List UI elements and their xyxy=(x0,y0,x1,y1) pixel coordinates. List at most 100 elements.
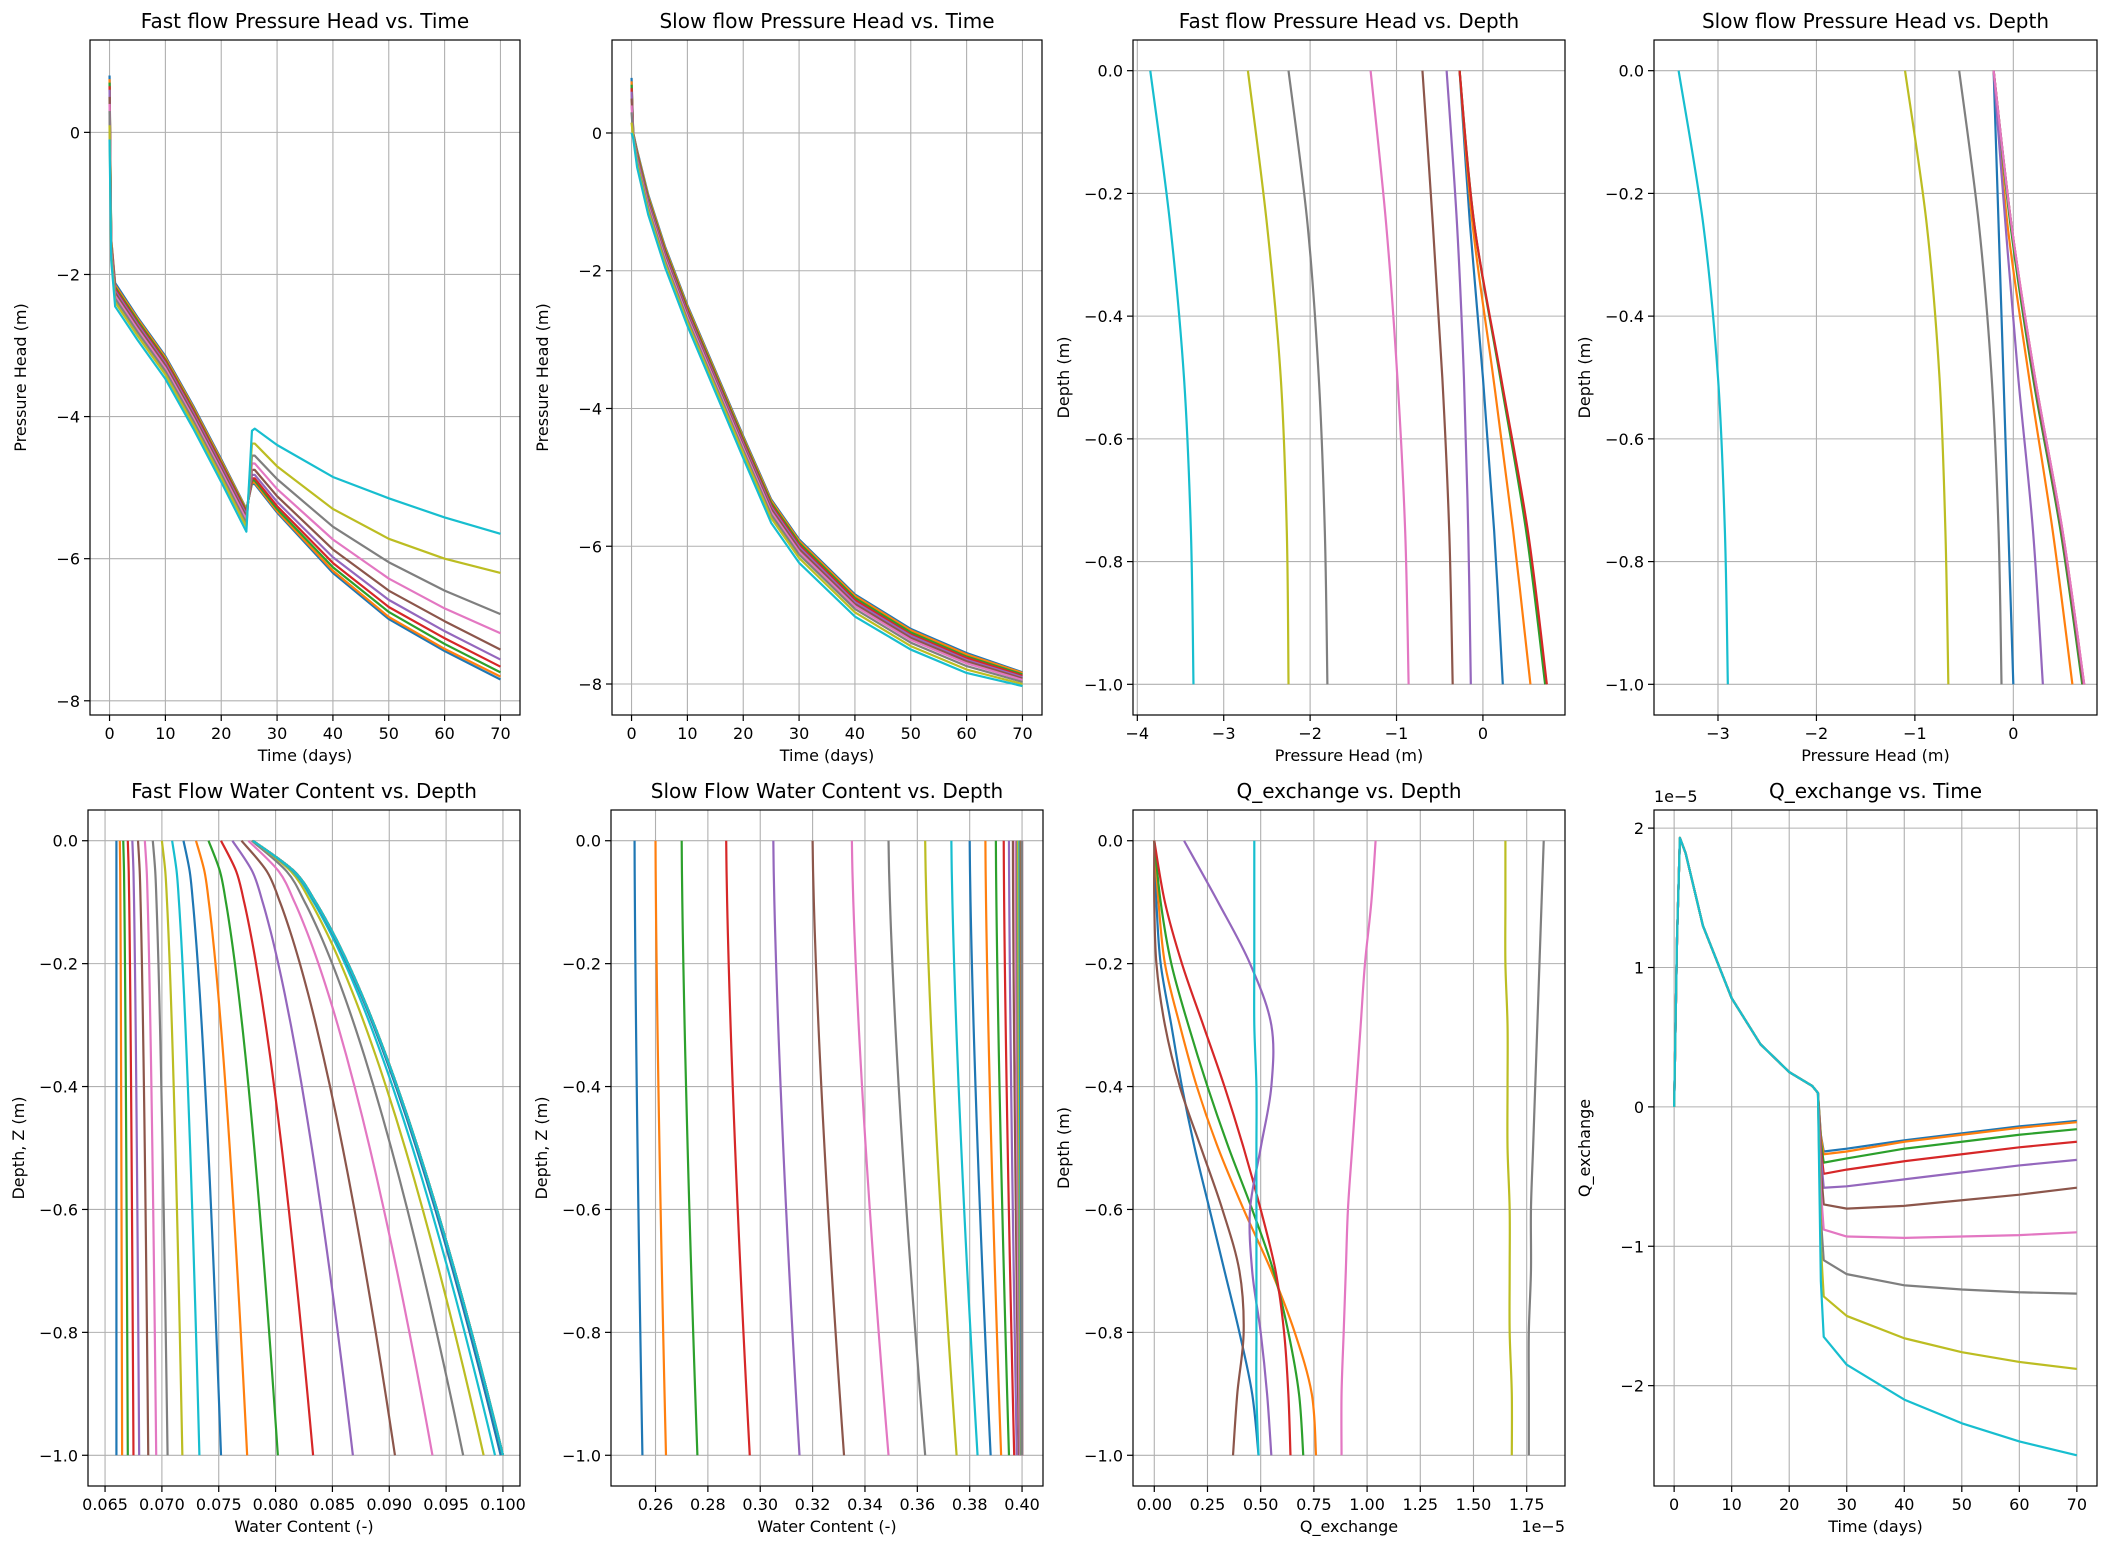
series-line-13 xyxy=(994,840,1011,1456)
x-tick-label: −3 xyxy=(1212,724,1236,743)
x-tick-label: 0 xyxy=(1478,724,1488,743)
series-line-9 xyxy=(1504,840,1514,1456)
y-tick-label: −0.8 xyxy=(1084,553,1123,572)
x-tick-label: 0.100 xyxy=(480,1495,526,1514)
series-line-4 xyxy=(630,88,1023,677)
y-tick-label: 0.0 xyxy=(53,832,78,851)
x-tick-label: 0 xyxy=(1669,1495,1679,1514)
axes-frame xyxy=(1653,39,2098,716)
series-line-4 xyxy=(1153,840,1292,1456)
grid xyxy=(1133,810,1565,1486)
x-tick-label: 20 xyxy=(211,724,231,743)
y-tick-label: −0.2 xyxy=(1084,184,1123,203)
series-line-10 xyxy=(171,840,201,1456)
y-tick-label: −0.2 xyxy=(1084,955,1123,974)
y-tick-label: 0.0 xyxy=(1098,62,1123,81)
y-tick-label: −0.8 xyxy=(1605,553,1644,572)
y-tick-label: −2 xyxy=(578,262,602,281)
series-line-8 xyxy=(151,840,169,1456)
x-tick-label: 60 xyxy=(956,724,976,743)
series-line-7 xyxy=(630,105,1023,681)
x-tick-label: 0.30 xyxy=(742,1495,778,1514)
grid xyxy=(1654,810,2097,1486)
x-tick-label: 20 xyxy=(1779,1495,1799,1514)
y-tick-label: −1.0 xyxy=(39,1446,78,1465)
plot-title: Q_exchange vs. Time xyxy=(1769,779,1982,803)
x-offset-label: 1e−5 xyxy=(1521,1517,1565,1536)
series-lines xyxy=(1677,70,2086,685)
axes-frame xyxy=(1653,809,2098,1487)
series-line-7 xyxy=(1369,70,1410,685)
x-axis-label: Water Content (-) xyxy=(234,1517,373,1536)
x-tick-label: 1.00 xyxy=(1349,1495,1385,1514)
series-lines xyxy=(1149,70,1548,685)
y-tick-label: −4 xyxy=(56,408,80,427)
series-line-8 xyxy=(887,840,927,1456)
x-tick-label: 0.00 xyxy=(1136,1495,1172,1514)
subplot-6: 0.26 0.28 0.30 0.32 0.34 0.36 0.38 0.40 0.0 −0.2 −… xyxy=(532,779,1044,1536)
series-line-3 xyxy=(1673,836,2077,1164)
x-tick-label: 0.28 xyxy=(690,1495,726,1514)
axes-frame xyxy=(1132,809,1566,1487)
x-tick-label: 30 xyxy=(267,724,287,743)
y-tick-label: −2 xyxy=(56,265,80,284)
y-tick-label: −8 xyxy=(56,692,80,711)
x-tick-label: 0.34 xyxy=(847,1495,883,1514)
y-offset-label: 1e−5 xyxy=(1654,787,1698,806)
y-tick-label: 0.0 xyxy=(576,832,601,851)
x-axis-label: Time (days) xyxy=(1827,1517,1923,1536)
x-tick-label: 0.070 xyxy=(139,1495,185,1514)
y-axis-label: Pressure Head (m) xyxy=(11,303,30,451)
series-line-2 xyxy=(654,840,668,1456)
axes-frame xyxy=(1132,39,1566,716)
x-tick-label: 0.065 xyxy=(82,1495,128,1514)
series-line-7 xyxy=(143,840,158,1456)
y-tick-label: 0.0 xyxy=(1098,832,1123,851)
series-line-10 xyxy=(1677,70,1729,685)
series-line-9 xyxy=(160,840,184,1456)
series-line-8 xyxy=(1527,840,1545,1456)
series-line-6 xyxy=(630,98,1023,680)
series-line-7 xyxy=(1992,70,2086,685)
x-tick-label: 0 xyxy=(626,724,636,743)
x-tick-label: 0.075 xyxy=(196,1495,242,1514)
plot-title: Slow flow Pressure Head vs. Depth xyxy=(1702,9,2049,33)
y-tick-label: −2 xyxy=(1620,1377,1644,1396)
series-line-1 xyxy=(1458,70,1504,685)
series-line-8 xyxy=(1673,836,2077,1295)
series-line-8 xyxy=(1958,70,2003,685)
x-tick-label: 0.26 xyxy=(638,1495,674,1514)
series-line-15 xyxy=(231,840,354,1456)
series-line-14 xyxy=(220,840,315,1456)
x-tick-label: 0.75 xyxy=(1296,1495,1332,1514)
series-line-2 xyxy=(1153,840,1318,1456)
series-line-17 xyxy=(247,839,434,1456)
series-line-4 xyxy=(1673,836,2077,1175)
series-line-6 xyxy=(1992,70,2085,685)
y-tick-label: −0.2 xyxy=(39,955,78,974)
y-axis-label: Q_exchange xyxy=(1575,1099,1595,1197)
x-tick-label: 40 xyxy=(845,724,865,743)
grid xyxy=(612,40,1042,715)
series-line-10 xyxy=(108,139,501,535)
series-line-4 xyxy=(1458,70,1548,685)
x-tick-label: 0.36 xyxy=(900,1495,936,1514)
series-lines xyxy=(108,75,501,681)
series-line-15 xyxy=(1007,840,1018,1456)
plot-title: Fast flow Pressure Head vs. Depth xyxy=(1179,9,1519,33)
series-line-10 xyxy=(1673,836,2078,1457)
x-tick-label: 20 xyxy=(733,724,753,743)
series-lines xyxy=(630,77,1023,688)
x-tick-label: 70 xyxy=(1012,724,1032,743)
series-line-9 xyxy=(630,122,1023,686)
x-tick-label: 0.50 xyxy=(1243,1495,1279,1514)
y-axis-label: Depth, Z (m) xyxy=(532,1096,551,1199)
series-line-16 xyxy=(240,840,397,1456)
series-line-5 xyxy=(772,840,801,1456)
subplot-4: −3 −2 −1 0 0.0 −0.2 −0.4 −0.6 −0.8 −1.0 Slow flow … xyxy=(1575,9,2098,765)
series-line-7 xyxy=(1673,836,2077,1239)
x-tick-label: 10 xyxy=(1721,1495,1741,1514)
x-tick-label: 70 xyxy=(490,724,510,743)
series-line-3 xyxy=(680,840,699,1456)
y-tick-label: −0.4 xyxy=(1084,1078,1123,1097)
